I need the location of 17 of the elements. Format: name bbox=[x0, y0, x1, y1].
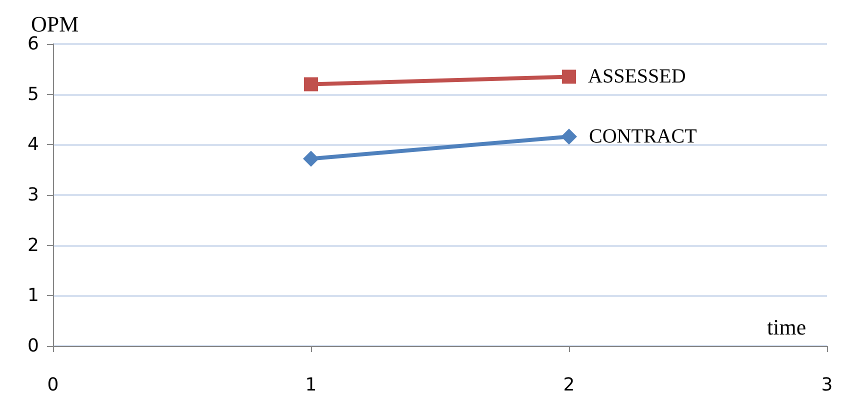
point bbox=[303, 150, 319, 167]
x-axis-title: time bbox=[767, 314, 806, 340]
y-tick-label: 3 bbox=[28, 184, 39, 206]
y-tick-label: 1 bbox=[28, 285, 39, 306]
point bbox=[304, 77, 318, 92]
y-tick-label: 0 bbox=[28, 336, 39, 356]
y-tick-label: 4 bbox=[28, 134, 39, 156]
x-tick-label: 1 bbox=[305, 374, 317, 396]
point bbox=[561, 128, 577, 145]
x-tick-label: 0 bbox=[47, 374, 59, 396]
y-tick-label: 2 bbox=[28, 234, 39, 256]
series-label: ASSESSED bbox=[588, 66, 686, 88]
y-tick-label: 5 bbox=[28, 84, 39, 105]
x-tick-label: 3 bbox=[821, 374, 833, 396]
point bbox=[562, 70, 576, 84]
x-tick-label: 2 bbox=[563, 374, 575, 396]
series-label: CONTRACT bbox=[589, 126, 697, 148]
